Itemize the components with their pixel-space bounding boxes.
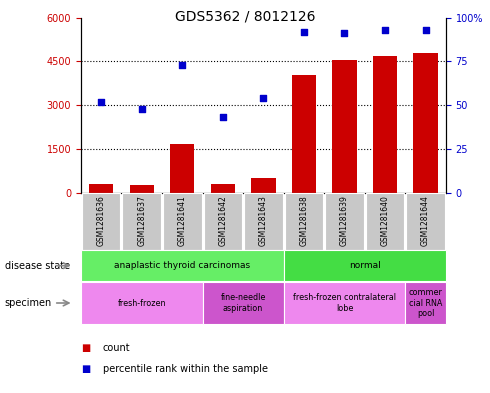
Bar xyxy=(414,53,438,193)
Text: GSM1281643: GSM1281643 xyxy=(259,196,268,246)
Point xyxy=(97,99,105,105)
Bar xyxy=(251,178,275,193)
Bar xyxy=(332,60,357,193)
Point xyxy=(260,95,268,101)
Text: GSM1281636: GSM1281636 xyxy=(97,196,106,246)
Text: GSM1281639: GSM1281639 xyxy=(340,196,349,246)
Text: GSM1281638: GSM1281638 xyxy=(299,196,308,246)
Bar xyxy=(129,185,154,193)
Bar xyxy=(89,184,113,193)
Text: percentile rank within the sample: percentile rank within the sample xyxy=(103,364,268,375)
Text: fresh-frozen: fresh-frozen xyxy=(118,299,166,307)
Bar xyxy=(373,55,397,193)
Point xyxy=(300,29,308,35)
Point xyxy=(138,105,146,112)
Point xyxy=(219,114,227,121)
Text: commer
cial RNA
pool: commer cial RNA pool xyxy=(409,288,442,318)
Text: specimen: specimen xyxy=(5,298,52,308)
Text: anaplastic thyroid carcinomas: anaplastic thyroid carcinomas xyxy=(114,261,250,270)
Point xyxy=(422,27,430,33)
Text: GSM1281641: GSM1281641 xyxy=(178,196,187,246)
Text: count: count xyxy=(103,343,130,353)
Text: normal: normal xyxy=(349,261,381,270)
Bar xyxy=(292,75,316,193)
Text: fine-needle
aspiration: fine-needle aspiration xyxy=(220,293,266,313)
Point xyxy=(341,30,348,37)
Point xyxy=(381,27,389,33)
Bar xyxy=(170,145,195,193)
Text: fresh-frozen contralateral
lobe: fresh-frozen contralateral lobe xyxy=(293,293,396,313)
Text: GDS5362 / 8012126: GDS5362 / 8012126 xyxy=(175,10,315,24)
Text: GSM1281644: GSM1281644 xyxy=(421,196,430,246)
Point xyxy=(178,62,186,68)
Text: ■: ■ xyxy=(81,343,90,353)
Text: GSM1281640: GSM1281640 xyxy=(381,196,390,246)
Text: ■: ■ xyxy=(81,364,90,375)
Text: GSM1281642: GSM1281642 xyxy=(219,196,227,246)
Bar xyxy=(211,184,235,193)
Text: GSM1281637: GSM1281637 xyxy=(137,196,146,246)
Text: disease state: disease state xyxy=(5,261,70,271)
